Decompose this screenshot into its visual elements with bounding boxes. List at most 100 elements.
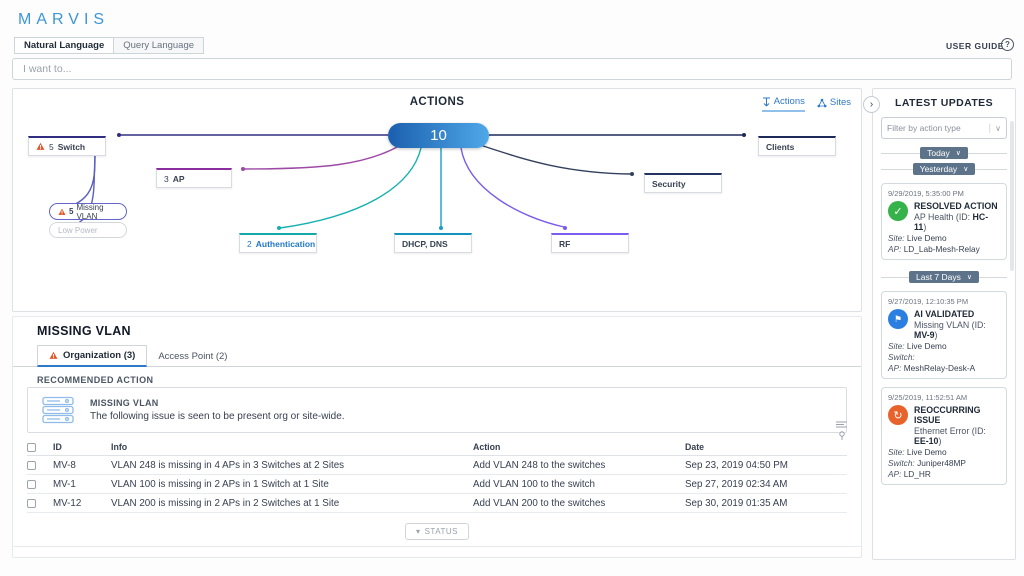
update-card[interactable]: 9/29/2019, 5:35:00 PM ✓ RESOLVED ACTION … [881, 183, 1007, 260]
warning-icon [49, 351, 58, 359]
node-low-power[interactable]: Low Power [49, 222, 127, 238]
table-settings-icon[interactable] [836, 421, 847, 429]
caret-down-icon: ▾ [416, 527, 421, 536]
edge-authentication-dot [277, 226, 281, 230]
edge-switch-dot [117, 133, 121, 137]
node-security[interactable]: Security [644, 173, 722, 193]
node-ap[interactable]: 3 AP [156, 168, 232, 188]
missing-vlan-table: ID Info Action Date MV-8 VLAN 248 is mis… [27, 421, 847, 513]
edge-ap [242, 145, 400, 170]
search-input[interactable] [12, 58, 1012, 80]
edge-security-dot [630, 172, 634, 176]
update-timestamp: 9/25/2019, 11:52:51 AM [888, 393, 968, 402]
row-checkbox[interactable] [27, 460, 36, 470]
user-guide-link[interactable]: USER GUIDE [946, 41, 1004, 51]
node-switch-label: Switch [57, 141, 86, 152]
help-icon[interactable]: ? [1001, 38, 1014, 51]
collapse-updates-button[interactable]: › [863, 96, 880, 113]
update-card[interactable]: 9/27/2019, 12:10:35 PM ⚑ AI VALIDATED Mi… [881, 291, 1007, 379]
node-missing-vlan[interactable]: 5 Missing VLAN [49, 202, 127, 221]
callout-title: MISSING VLAN [90, 398, 159, 408]
group-yesterday[interactable]: Yesterday ∨ [912, 162, 976, 175]
view-toggle: Actions Sites [761, 96, 851, 112]
update-line: AP: LD_HR [888, 469, 931, 479]
warning-icon [58, 208, 66, 215]
warning-icon [36, 142, 45, 150]
edge-dhcp-dns-dot [439, 226, 443, 230]
actions-panel: ACTIONS Actions Sites [12, 88, 862, 312]
table-row[interactable]: MV-12 VLAN 200 is missing in 2 APs in 2 … [27, 494, 847, 513]
update-title: AI VALIDATED [914, 309, 975, 319]
center-action-count-node[interactable]: 10 [388, 123, 489, 148]
node-authentication[interactable]: 2 Authentication [239, 233, 317, 253]
separator: | [988, 122, 992, 134]
node-missing-vlan-label: Missing VLAN [76, 202, 104, 221]
update-card[interactable]: 9/25/2019, 11:52:51 AM ↻ REOCCURRING ISS… [881, 387, 1007, 485]
group-last-7-days[interactable]: Last 7 Days ∨ [908, 270, 979, 283]
column-action: Action [473, 442, 501, 452]
row-checkbox[interactable] [27, 498, 36, 508]
callout-description: The following issue is seen to be presen… [90, 411, 345, 422]
group-last-7-days-label: Last 7 Days [915, 271, 961, 282]
node-rf[interactable]: RF [551, 233, 629, 253]
update-detail: AP Health (ID: HC-11) [914, 212, 989, 232]
chevron-down-icon: ∨ [963, 165, 969, 173]
sites-icon [817, 98, 827, 107]
marvis-logo: MARVIS [18, 11, 110, 28]
node-clients[interactable]: Clients [758, 136, 836, 156]
group-divider-last7: Last 7 Days ∨ [881, 270, 1007, 283]
node-missing-vlan-count: 5 [69, 207, 74, 216]
actions-icon [762, 97, 770, 106]
edge-rf-dot [563, 226, 567, 230]
language-tabs: Natural Language Query Language [14, 37, 205, 54]
tab-access-point[interactable]: Access Point (2) [147, 345, 238, 367]
column-date: Date [685, 442, 705, 452]
update-line: Site: Live Demo [888, 341, 947, 351]
toggle-sites[interactable]: Sites [817, 96, 851, 112]
toggle-actions[interactable]: Actions [761, 96, 805, 112]
tab-organization[interactable]: Organization (3) [37, 345, 148, 367]
node-switch[interactable]: 5 Switch [28, 136, 106, 156]
resolved-check-icon: ✓ [888, 201, 908, 221]
table-row[interactable]: MV-8 VLAN 248 is missing in 4 APs in 3 S… [27, 456, 847, 475]
filter-action-type-select[interactable]: Filter by action type | ∨ [881, 117, 1007, 139]
node-rf-label: RF [559, 238, 571, 249]
actions-panel-title: ACTIONS [409, 96, 465, 108]
edge-authentication [279, 147, 422, 229]
group-today[interactable]: Today ∨ [920, 146, 968, 159]
node-low-power-label: Low Power [58, 225, 98, 235]
pin-icon[interactable] [838, 431, 846, 440]
chevron-down-icon: ∨ [966, 273, 972, 281]
table-row[interactable]: MV-1 VLAN 100 is missing in 2 APs in 1 S… [27, 475, 847, 494]
cell-action: Add VLAN 200 to the switches [473, 497, 606, 509]
edge-security [479, 144, 632, 175]
cell-id: MV-8 [53, 459, 76, 471]
node-dhcp-dns[interactable]: DHCP, DNS [394, 233, 472, 253]
scrollbar[interactable] [1010, 121, 1014, 271]
node-clients-label: Clients [766, 141, 795, 152]
select-all-checkbox[interactable] [27, 442, 36, 452]
node-switch-count: 5 [49, 141, 54, 152]
update-timestamp: 9/27/2019, 12:10:35 PM [888, 297, 969, 306]
edge-ap-dot [241, 167, 245, 171]
ai-validated-flag-icon: ⚑ [888, 309, 908, 329]
recommended-action-label: RECOMMENDED ACTION [37, 375, 154, 385]
cell-date: Sep 27, 2019 02:34 AM [685, 478, 788, 490]
update-detail: Missing VLAN (ID: MV-9) [914, 320, 986, 340]
tab-query-language[interactable]: Query Language [114, 37, 205, 54]
node-authentication-label: Authentication [255, 238, 316, 249]
row-checkbox[interactable] [27, 479, 36, 489]
cell-action: Add VLAN 100 to the switch [473, 478, 595, 490]
edge-rf [460, 147, 565, 228]
status-button[interactable]: ▾ STATUS [405, 523, 469, 540]
cell-action: Add VLAN 248 to the switches [473, 459, 606, 471]
chevron-down-icon: ∨ [955, 149, 961, 157]
cell-id: MV-12 [53, 497, 82, 509]
group-today-label: Today [927, 147, 950, 158]
tab-natural-language[interactable]: Natural Language [14, 37, 115, 54]
update-title: REOCCURRING ISSUE [914, 405, 981, 425]
group-divider-yesterday: Yesterday ∨ [881, 162, 1007, 175]
update-line: Switch: [888, 352, 915, 362]
table-header-row: ID Info Action Date [27, 439, 847, 456]
